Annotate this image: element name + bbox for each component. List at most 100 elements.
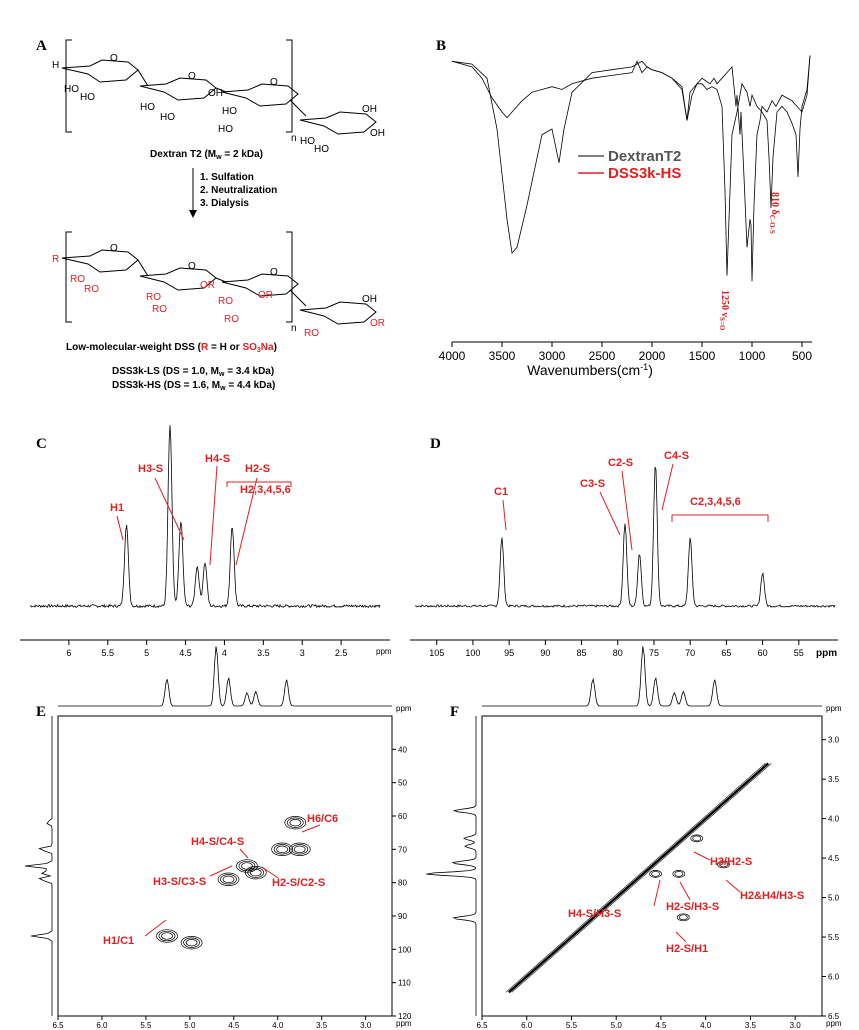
panel-b: B 4000 3500 3000 2500 2000 1500 1000 500 Dextra… xyxy=(436,38,812,378)
step-3: 3. Dialysis xyxy=(200,198,249,209)
f-left-projection xyxy=(426,716,477,1016)
f-label-h2h4h3s: H2&H4/H3-S xyxy=(740,890,804,902)
f-arrow-h2sh3s xyxy=(679,881,691,901)
nmr-tick-label: 65 xyxy=(721,648,731,658)
f-y-tick-label: 3.5 xyxy=(828,775,840,784)
oh-3: OH xyxy=(370,128,385,139)
f-y-tick-label: 6.5 xyxy=(828,1012,840,1021)
panel-label-c: C xyxy=(36,436,47,452)
nmr-tick-label: 80 xyxy=(613,648,623,658)
e-cross-peak xyxy=(291,844,309,855)
c-label-h2s: H2-S xyxy=(245,463,270,475)
f-cross-peak xyxy=(651,871,660,877)
e-label-h2sc2s: H2-S/C2-S xyxy=(272,877,325,889)
ring2-o: O xyxy=(188,71,196,82)
nmr-tick-label: 70 xyxy=(685,648,695,658)
e-top-projection xyxy=(58,646,392,707)
annotation-1250: 1250 νS=O xyxy=(718,290,730,331)
nmr-tick-label: 90 xyxy=(540,648,550,658)
e-y-tick-label: 60 xyxy=(398,812,407,821)
e-y-tick-label: 120 xyxy=(398,1012,412,1021)
nmr-tick-label: 55 xyxy=(794,648,804,658)
e-cross-peak xyxy=(284,816,307,830)
left-bracket-top xyxy=(65,39,72,133)
e-cross-peak xyxy=(220,874,237,885)
e-cross-peak xyxy=(289,819,302,827)
nmr-tick-label: 4.5 xyxy=(179,648,192,658)
ir-series-dss xyxy=(451,55,811,276)
e-yticks: 40 50 60 70 80 90 100 110 120 xyxy=(392,745,412,1021)
ho-3: HO xyxy=(140,102,155,113)
f-plot-area xyxy=(481,715,823,1017)
ir-tick-label: 3000 xyxy=(539,349,566,363)
ho-6: HO xyxy=(218,124,233,135)
e-label-h6c6: H6/C6 xyxy=(307,813,338,825)
step-2: 2. Neutralization xyxy=(200,185,277,196)
nmr-tick-label: 75 xyxy=(649,648,659,658)
right-bracket-bottom xyxy=(286,231,293,323)
nmr-tick-label: 5 xyxy=(144,648,149,658)
f-x-tick-label: 3.0 xyxy=(790,1021,802,1030)
or-1: OR xyxy=(200,280,215,291)
f-diagonal xyxy=(505,762,772,994)
nmr-tick-label: 95 xyxy=(504,648,514,658)
e-cross-peak xyxy=(238,860,256,872)
e-cross-peak xyxy=(271,842,293,856)
e-cross-peak xyxy=(293,845,306,853)
legend-label-dss: DSS3k-HS xyxy=(608,165,681,182)
e-y-tick-label: 90 xyxy=(398,912,407,921)
f-x-tick-label: 5.5 xyxy=(566,1021,578,1030)
nmr-tick-label: 85 xyxy=(577,648,587,658)
ring1b-o: O xyxy=(110,243,118,254)
f-y-tick-label: 4.0 xyxy=(828,815,840,824)
ro-2: RO xyxy=(84,284,99,295)
ring3-o: O xyxy=(270,77,278,88)
ir-tick-label: 1000 xyxy=(739,349,766,363)
e-x-tick-label: 4.0 xyxy=(272,1021,284,1030)
e-x-tick-label: 4.5 xyxy=(228,1021,240,1030)
product-title: Low-molecular-weight DSS (R = H or SO3Na… xyxy=(66,342,277,354)
f-cross-peak xyxy=(692,835,702,842)
c-arrow-h2s xyxy=(235,477,258,566)
ls-line: DSS3k-LS (DS = 1.0, Mw = 3.4 kDa) xyxy=(112,366,274,378)
d-label-c4s: C4-S xyxy=(664,450,689,462)
e-cross-peak xyxy=(185,939,198,947)
ir-tick-label: 4000 xyxy=(439,349,466,363)
f-y-tick-label: 5.0 xyxy=(828,894,840,903)
ro-7: RO xyxy=(304,328,319,339)
e-arrow-h1c1 xyxy=(144,919,167,937)
ro-6: RO xyxy=(224,314,239,325)
oh-2: OH xyxy=(362,104,377,115)
e-top-unit: ppm xyxy=(396,704,412,713)
e-arrow-h6c6 xyxy=(301,824,321,833)
terminal-r: R xyxy=(52,254,59,265)
f-label-h2sh3s: H2-S/H3-S xyxy=(666,901,719,913)
f-y-tick-label: 6.0 xyxy=(828,973,840,982)
ro-5: RO xyxy=(218,296,233,307)
d-arrow-c1 xyxy=(502,499,507,531)
f-cross-peak xyxy=(674,871,684,877)
f-xticks: 6.5 6.0 5.5 5.0 4.5 4.0 3.5 3.0 xyxy=(476,1016,801,1030)
f-diagonal-line xyxy=(508,762,770,994)
right-bracket-top xyxy=(286,39,293,133)
d-arrow-c2s xyxy=(621,470,633,551)
e-cross-peak xyxy=(158,930,176,942)
f-diagonal-contour xyxy=(505,763,766,993)
c-label-h1: H1 xyxy=(110,502,124,514)
start-title: Dextran T2 (Mw = 2 kDa) xyxy=(150,149,263,161)
dss-rings xyxy=(61,249,377,325)
panel-e: E ppm 6.5 6.0 5.5 5.0 4.5 4.0 3.5 3.0 40 50 60 70 8… xyxy=(24,646,412,1030)
ir-tick-label: 2000 xyxy=(639,349,666,363)
ring1-o: O xyxy=(110,53,118,64)
e-cross-peak xyxy=(161,932,173,940)
nmr-tick-label: 3.5 xyxy=(257,648,270,658)
or-3: OR xyxy=(370,318,385,329)
f-x-tick-label: 6.5 xyxy=(476,1021,488,1030)
legend-label-dextran: DextranT2 xyxy=(608,148,681,165)
ir-ticks: 4000 3500 3000 2500 2000 1500 1000 500 xyxy=(439,342,812,363)
e-cross-peak xyxy=(241,862,253,870)
e-label-h1c1: H1/C1 xyxy=(103,935,134,947)
e-y-tick-label: 80 xyxy=(398,879,407,888)
e-cross-peak xyxy=(156,929,178,943)
